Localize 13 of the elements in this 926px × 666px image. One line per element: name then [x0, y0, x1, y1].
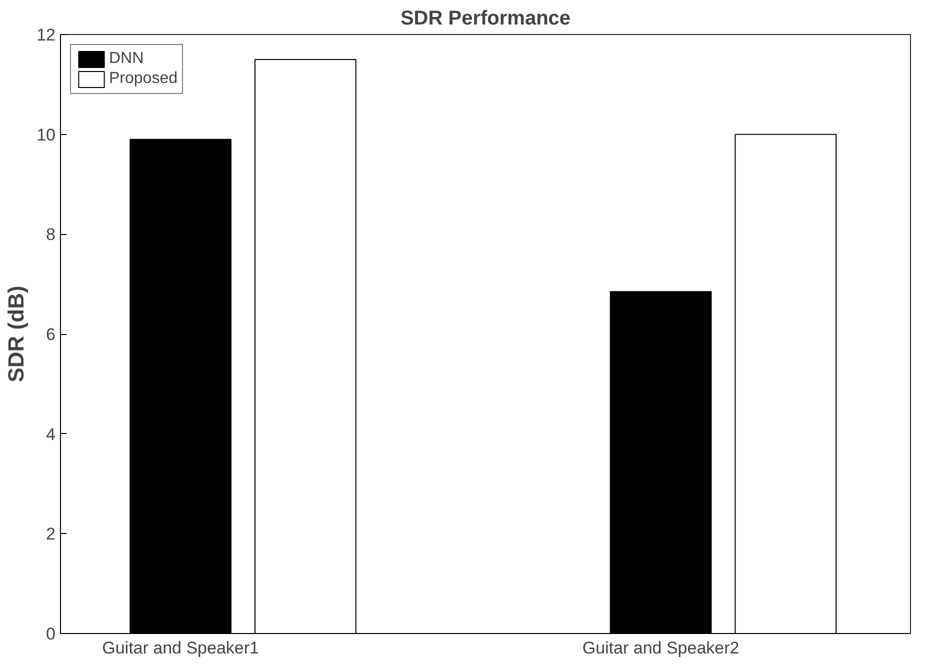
legend-label: DNN: [109, 50, 144, 68]
x-tick-label: Guitar and Speaker2: [582, 638, 740, 658]
y-tick-label: 6: [46, 325, 56, 344]
x-tick-label: Guitar and Speaker1: [102, 638, 260, 658]
y-axis-title: SDR (dB): [4, 286, 29, 382]
y-tick-label: 10: [36, 125, 56, 144]
y-tick-label: 2: [46, 524, 56, 544]
y-tick-label: 4: [46, 424, 56, 444]
legend-label: Proposed: [109, 70, 178, 88]
y-tick-label: 12: [36, 26, 56, 44]
y-tick-label: 0: [46, 624, 56, 644]
chart-title: SDR Performance: [400, 8, 571, 30]
y-tick-label: 8: [46, 225, 56, 244]
